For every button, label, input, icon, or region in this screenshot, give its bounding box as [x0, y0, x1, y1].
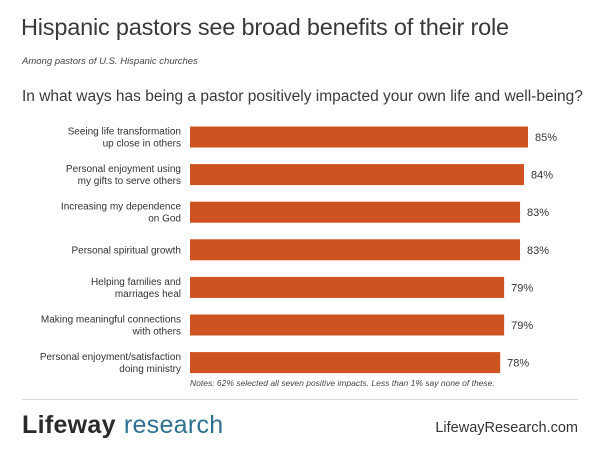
category-label: on God: [148, 214, 181, 225]
value-label: 83%: [527, 207, 549, 219]
logo-brand: Lifeway: [22, 411, 116, 439]
value-label: 83%: [527, 245, 549, 257]
chart-subtitle: Among pastors of U.S. Hispanic churches: [22, 56, 198, 67]
bar: [190, 201, 521, 223]
category-label: Making meaningful connections: [41, 315, 181, 326]
category-label: my gifts to serve others: [78, 176, 181, 187]
survey-question: In what ways has being a pastor positive…: [22, 88, 583, 105]
category-label: Personal spiritual growth: [72, 245, 182, 256]
bar: [190, 126, 528, 148]
category-label: Helping families and: [91, 277, 181, 288]
category-label: up close in others: [103, 139, 181, 150]
bar: [190, 164, 525, 186]
value-label: 79%: [511, 282, 533, 294]
bar: [190, 352, 501, 374]
value-label: 85%: [535, 132, 557, 144]
website-url: LifewayResearch.com: [435, 420, 578, 436]
category-label: doing ministry: [119, 364, 181, 375]
chart-note: Notes: 62% selected all seven positive i…: [190, 378, 495, 388]
category-label: Increasing my dependence: [61, 202, 182, 213]
value-label: 79%: [511, 320, 533, 332]
value-label: 84%: [531, 170, 553, 182]
category-label: marriages heal: [115, 289, 181, 300]
logo-research: research: [123, 411, 224, 439]
category-label: Personal enjoyment using: [66, 164, 181, 175]
category-label: Personal enjoyment/satisfaction: [40, 352, 181, 363]
value-label: 78%: [507, 358, 529, 370]
bar: [190, 239, 521, 261]
bar: [190, 276, 505, 298]
footer-divider: [22, 399, 578, 400]
lifeway-research-logo: Lifeway research: [22, 411, 223, 440]
bar: [190, 314, 505, 336]
category-label: with others: [132, 327, 181, 338]
category-label: Seeing life transformation: [68, 127, 181, 138]
chart-title: Hispanic pastors see broad benefits of t…: [21, 14, 509, 40]
